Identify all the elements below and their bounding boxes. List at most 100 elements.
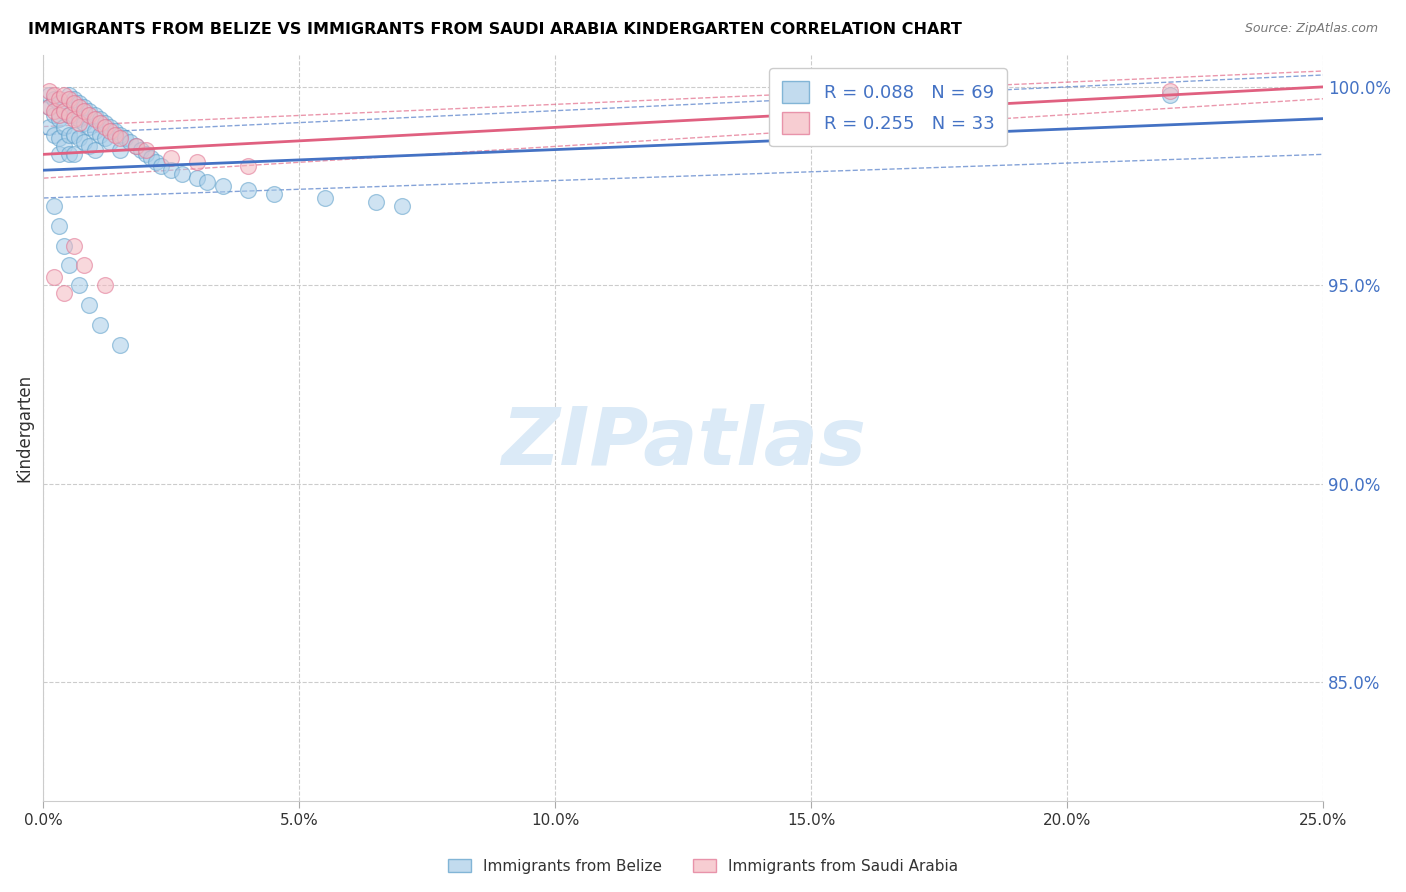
Point (135, 144, 157, 158)
Point (52, 238, 75, 252)
Point (42, 103, 65, 118)
Point (52, 87, 75, 102)
Point (1159, 84, 1181, 98)
Point (366, 194, 388, 209)
Point (186, 171, 208, 186)
Legend: Immigrants from Belize, Immigrants from Saudi Arabia: Immigrants from Belize, Immigrants from … (441, 853, 965, 880)
Point (124, 139, 146, 153)
Point (89, 128, 111, 142)
Point (58, 92, 80, 106)
Point (263, 187, 285, 202)
Point (73, 100, 96, 114)
Point (79, 108, 101, 122)
Point (63, 112, 86, 126)
Point (42, 128, 65, 142)
Point (94, 278, 117, 293)
Point (48, 112, 70, 126)
Point (108, 144, 131, 158)
Point (98, 136, 121, 150)
Point (238, 183, 260, 197)
Point (63, 108, 86, 122)
Point (79, 103, 101, 118)
Point (150, 159, 173, 173)
Point (89, 318, 111, 332)
Point (124, 139, 146, 153)
Point (63, 238, 86, 252)
Point (98, 123, 121, 137)
Point (48, 131, 70, 145)
Point (63, 128, 86, 142)
Point (67, 112, 90, 126)
Point (58, 108, 80, 122)
Point (73, 136, 96, 150)
Point (63, 92, 86, 106)
Point (145, 155, 167, 169)
Point (58, 128, 80, 142)
Point (48, 219, 70, 233)
Point (108, 131, 131, 145)
Point (391, 199, 413, 213)
Point (67, 115, 90, 129)
Point (58, 147, 80, 161)
Point (89, 112, 111, 126)
Point (52, 103, 75, 118)
Point (42, 270, 65, 285)
Point (170, 167, 193, 181)
Point (120, 136, 142, 150)
Text: IMMIGRANTS FROM BELIZE VS IMMIGRANTS FROM SAUDI ARABIA KINDERGARTEN CORRELATION : IMMIGRANTS FROM BELIZE VS IMMIGRANTS FRO… (28, 22, 962, 37)
Point (83, 108, 105, 122)
Point (42, 108, 65, 122)
Point (63, 95, 86, 110)
Point (83, 123, 105, 137)
Point (79, 139, 101, 153)
Point (48, 147, 70, 161)
Point (108, 128, 131, 142)
Point (48, 108, 70, 122)
Point (79, 120, 101, 134)
Point (38, 120, 60, 134)
Point (38, 84, 60, 98)
Point (195, 175, 218, 189)
Point (67, 95, 90, 110)
Point (52, 139, 75, 153)
Point (42, 199, 65, 213)
Point (94, 115, 117, 129)
Point (83, 112, 105, 126)
Point (38, 100, 60, 114)
Point (58, 108, 80, 122)
Point (83, 144, 105, 158)
Point (58, 259, 80, 273)
Point (94, 120, 117, 134)
Point (1159, 87, 1181, 102)
Point (135, 147, 157, 161)
Y-axis label: Kindergarten: Kindergarten (15, 374, 32, 483)
Point (38, 100, 60, 114)
Point (104, 128, 127, 142)
Point (104, 123, 127, 137)
Point (73, 115, 96, 129)
Point (73, 259, 96, 273)
Legend: R = 0.088   N = 69, R = 0.255   N = 33: R = 0.088 N = 69, R = 0.255 N = 33 (769, 68, 1007, 146)
Point (89, 115, 111, 129)
Point (67, 131, 90, 145)
Point (52, 100, 75, 114)
Point (139, 151, 162, 165)
Point (160, 151, 183, 165)
Point (94, 131, 117, 145)
Point (238, 159, 260, 173)
Point (108, 338, 131, 352)
Point (63, 147, 86, 161)
Point (114, 131, 136, 145)
Point (211, 179, 233, 194)
Point (314, 191, 336, 205)
Point (52, 286, 75, 301)
Point (129, 144, 152, 158)
Point (42, 87, 65, 102)
Text: Source: ZipAtlas.com: Source: ZipAtlas.com (1244, 22, 1378, 36)
Point (58, 87, 80, 102)
Text: ZIPatlas: ZIPatlas (501, 404, 866, 482)
Point (73, 103, 96, 118)
Point (67, 100, 90, 114)
Point (160, 163, 183, 178)
Point (186, 155, 208, 169)
